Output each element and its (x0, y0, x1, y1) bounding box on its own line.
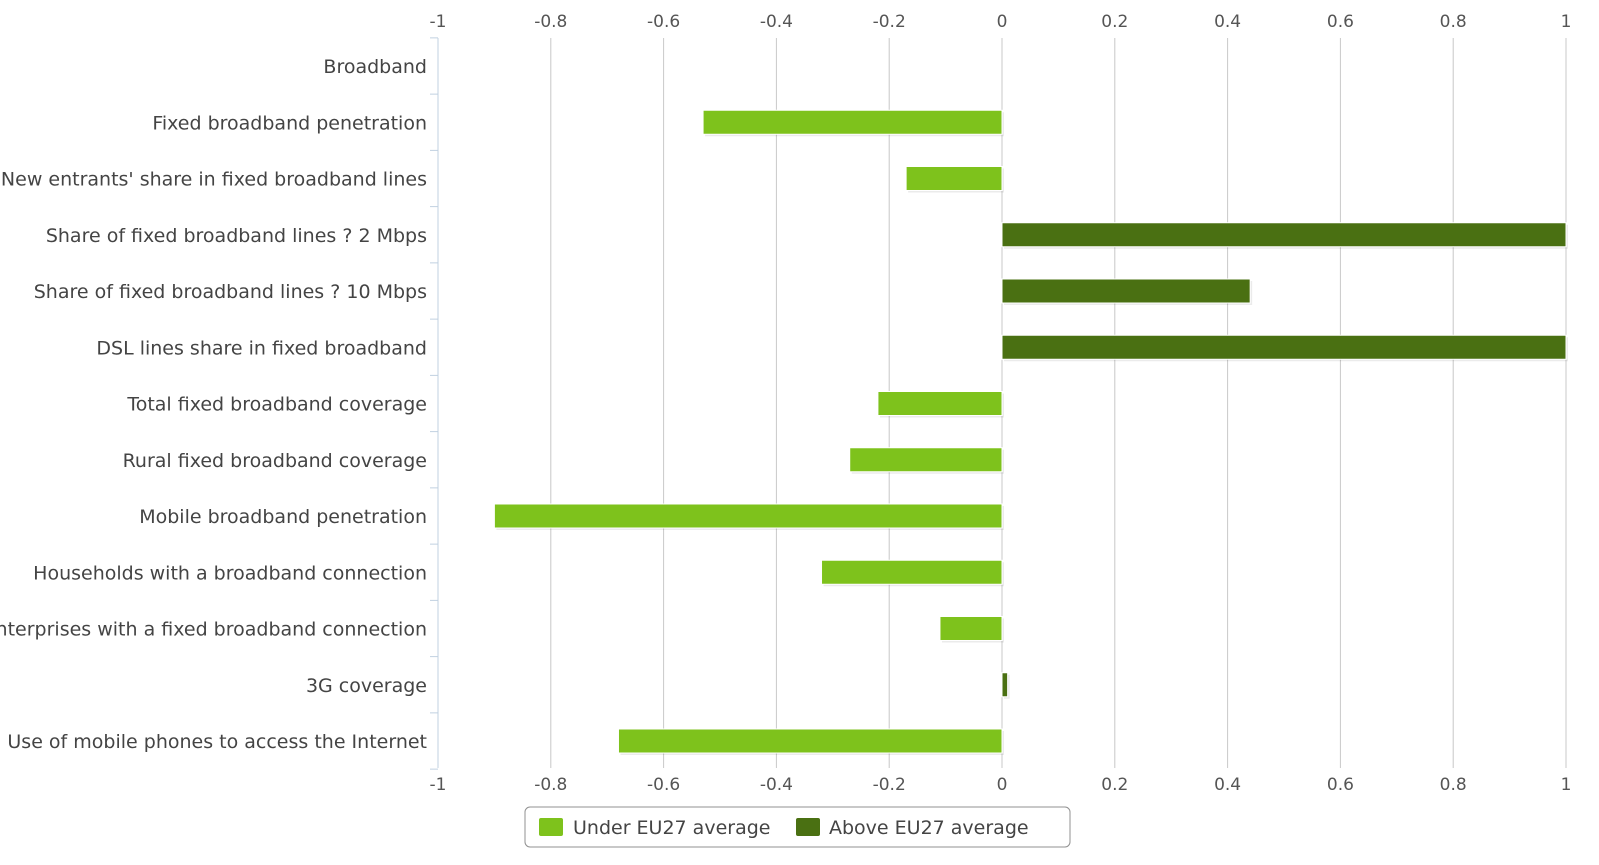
bar[interactable] (1001, 278, 1251, 304)
legend-swatch (796, 818, 820, 836)
x-tick-label-top: -0.2 (873, 12, 906, 32)
x-tick-label-bottom: -0.2 (873, 775, 906, 795)
x-tick-label-bottom: 0 (997, 775, 1008, 795)
legend-label: Above EU27 average (829, 817, 1029, 839)
x-tick-label-top: 0.8 (1440, 12, 1467, 32)
category-axis (430, 37, 439, 770)
bar[interactable] (1001, 334, 1567, 360)
bar[interactable] (939, 616, 1003, 641)
x-tick-label-bottom: 0.2 (1101, 775, 1128, 795)
category-label: Fixed broadband penetration (152, 112, 427, 134)
legend-item[interactable]: Under EU27 average (539, 817, 770, 839)
x-tick-label-bottom: -0.8 (534, 775, 567, 795)
bar[interactable] (702, 109, 1003, 135)
x-tick-label-bottom: -1 (430, 775, 447, 795)
bar[interactable] (617, 728, 1003, 754)
category-label: Mobile broadband penetration (139, 506, 427, 528)
category-label: Enterprises with a fixed broadband conne… (0, 619, 427, 641)
category-labels: Broadband Fixed broadband penetration New … (0, 56, 427, 753)
x-axis-top: -1 -0.8 -0.6 -0.4 -0.2 0 0.2 0.4 0.6 0.8 1 (430, 12, 1572, 32)
bar[interactable] (1001, 222, 1567, 248)
bar[interactable] (821, 559, 1003, 585)
category-label: Share of fixed broadband lines ? 10 Mbps (34, 281, 427, 303)
x-tick-label-top: -0.6 (647, 12, 680, 32)
x-tick-label-top: -0.8 (534, 12, 567, 32)
bar[interactable] (1001, 672, 1009, 698)
category-label: Total fixed broadband coverage (126, 394, 427, 416)
x-tick-label-bottom: 0.4 (1214, 775, 1241, 795)
category-label: Households with a broadband connection (33, 562, 427, 584)
legend-item[interactable]: Above EU27 average (796, 817, 1029, 839)
category-label: DSL lines share in fixed broadband (96, 337, 427, 359)
category-label: Share of fixed broadband lines ? 2 Mbps (46, 225, 427, 247)
category-label: Rural fixed broadband coverage (123, 450, 427, 472)
legend[interactable]: Under EU27 average Above EU27 average (524, 806, 1071, 848)
x-tick-label-top: 0.4 (1214, 12, 1241, 32)
bar[interactable] (493, 503, 1003, 529)
x-tick-label-top: 0.6 (1327, 12, 1354, 32)
bar[interactable] (877, 391, 1003, 416)
x-tick-label-top: -1 (430, 12, 447, 32)
x-tick-label-top: 0.2 (1101, 12, 1128, 32)
x-tick-label-top: -0.4 (760, 12, 793, 32)
legend-swatch (539, 818, 563, 836)
category-label: Use of mobile phones to access the Inter… (7, 731, 427, 753)
bar[interactable] (905, 166, 1003, 191)
x-tick-label-top: 1 (1561, 12, 1572, 32)
x-tick-label-bottom: -0.4 (760, 775, 793, 795)
x-tick-label-bottom: 0.8 (1440, 775, 1467, 795)
x-tick-label-top: 0 (997, 12, 1008, 32)
x-tick-label-bottom: 0.6 (1327, 775, 1354, 795)
category-label: New entrants' share in fixed broadband l… (1, 169, 427, 191)
category-label: 3G coverage (306, 675, 427, 697)
x-tick-label-bottom: -0.6 (647, 775, 680, 795)
x-tick-label-bottom: 1 (1561, 775, 1572, 795)
x-axis-bottom: -1 -0.8 -0.6 -0.4 -0.2 0 0.2 0.4 0.6 0.8 1 (430, 775, 1572, 795)
legend-label: Under EU27 average (573, 817, 770, 839)
bars (493, 109, 1568, 755)
category-label: Broadband (323, 56, 427, 78)
bar[interactable] (849, 447, 1003, 473)
